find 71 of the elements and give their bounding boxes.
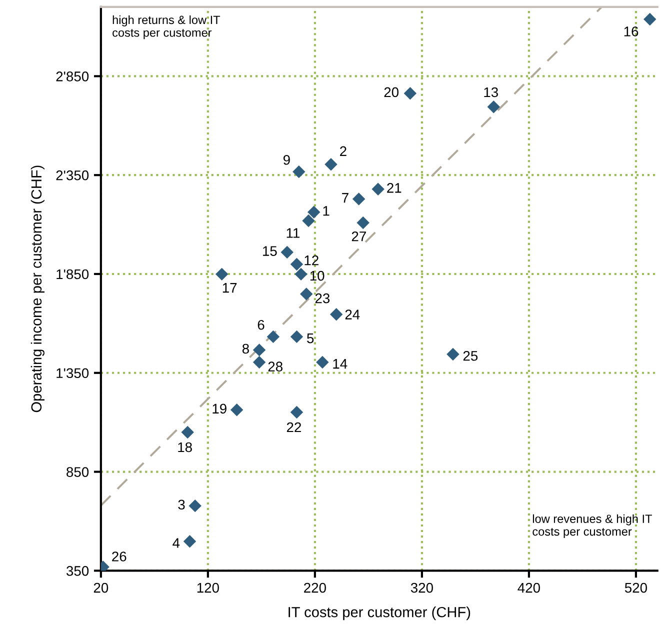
point (266, 330, 280, 344)
point (308, 206, 320, 218)
annotation: 12 (304, 255, 318, 266)
annotation: low revenues & high IT costs per customer (532, 514, 652, 538)
point (487, 100, 500, 114)
point (290, 330, 304, 344)
annotation: 9 (283, 154, 290, 165)
x-tick-label: 220 (304, 582, 326, 593)
point (352, 192, 366, 206)
y-axis-title: Operating income per customer (CHF) (30, 166, 44, 412)
annotation: 28 (268, 362, 282, 372)
annotation: 16 (624, 26, 638, 36)
point (324, 158, 338, 171)
annotation: 13 (484, 87, 498, 98)
annotation: 3 (178, 500, 185, 510)
y-tick-label: 350 (66, 566, 89, 576)
x-tick-label: 320 (410, 582, 433, 593)
point (292, 165, 306, 178)
annotation: 7 (342, 193, 348, 203)
point (300, 288, 313, 300)
annotation: 25 (463, 350, 478, 361)
annotation: 10 (310, 270, 324, 281)
point (252, 356, 266, 369)
point (302, 214, 315, 228)
point (356, 216, 370, 230)
point (252, 344, 266, 356)
point (215, 268, 228, 281)
y-tick-label: 1'850 (56, 269, 89, 280)
annotation: 18 (178, 442, 192, 452)
annotation: 24 (345, 310, 360, 320)
annotation: 17 (222, 283, 237, 293)
annotation: 6 (258, 320, 264, 330)
point (294, 268, 308, 281)
annotation: 22 (286, 422, 301, 432)
point (230, 404, 244, 416)
annotation: 26 (112, 552, 126, 562)
annotation: 20 (384, 87, 399, 98)
y-tick-label: 2'350 (56, 170, 89, 180)
y-tick-label: 1'350 (56, 368, 89, 378)
annotation: high returns & low IT costs per customer (112, 15, 220, 40)
point (290, 406, 304, 419)
point (372, 182, 384, 196)
point (404, 87, 417, 100)
x-tick-label: 20 (94, 582, 108, 593)
annotation: 1 (323, 206, 330, 216)
point (446, 348, 460, 361)
annotation: 23 (315, 293, 330, 304)
point (644, 12, 656, 26)
annotation: 4 (172, 538, 180, 548)
annotation: 19 (212, 404, 226, 414)
annotation: 8 (242, 344, 249, 354)
point (183, 535, 196, 548)
annotation: 14 (333, 359, 348, 369)
annotation: 5 (307, 334, 314, 344)
x-axis-title: IT costs per customer (CHF) (288, 606, 470, 620)
x-tick-label: 420 (518, 582, 540, 593)
y-tick-label: 850 (66, 467, 89, 477)
annotation: 11 (286, 228, 300, 238)
x-tick-label: 120 (197, 582, 219, 593)
point (290, 258, 304, 271)
annotation: 15 (263, 246, 277, 256)
point (316, 356, 329, 369)
y-tick-label: 2'850 (56, 72, 89, 82)
point (181, 426, 194, 439)
annotation: 21 (387, 183, 402, 193)
point (330, 308, 343, 321)
annotation: 27 (352, 231, 366, 242)
point (188, 499, 202, 512)
point (280, 246, 294, 259)
x-tick-label: 520 (624, 582, 648, 593)
annotation: 2 (340, 146, 346, 156)
